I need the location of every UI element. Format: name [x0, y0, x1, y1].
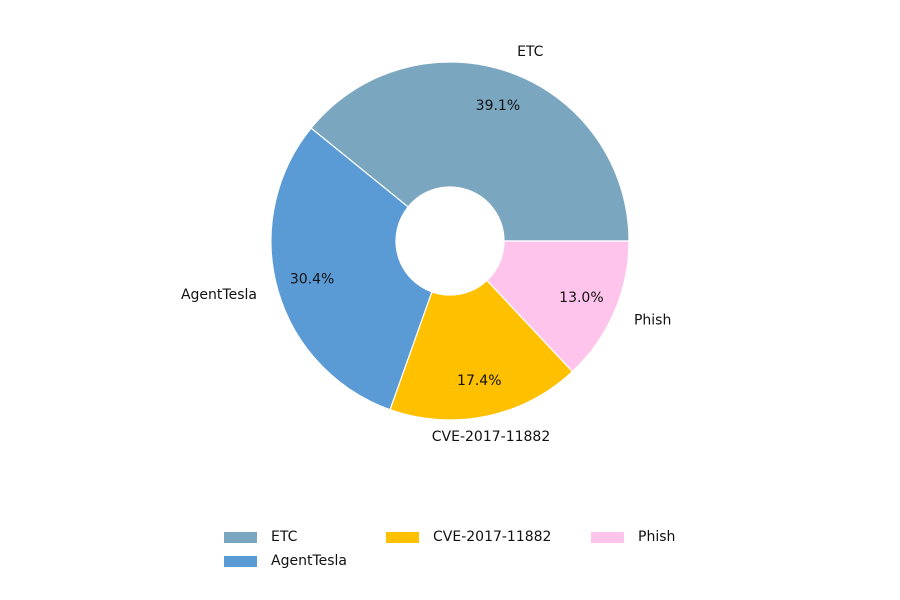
legend-item-etc: ETC [224, 526, 297, 548]
chart-legend: ETC AgentTesla CVE-2017-11882 Phish [224, 526, 724, 578]
slice-agenttesla [270, 127, 433, 411]
slice-cve-2017-11882 [389, 279, 574, 421]
slice-label-cve-2017-11882: CVE-2017-11882 [432, 429, 550, 445]
slice-phish [486, 240, 630, 373]
legend-swatch-etc [224, 531, 257, 543]
legend-label-phish: Phish [638, 529, 676, 545]
legend-label-cve-2017-11882: CVE-2017-11882 [433, 529, 552, 545]
legend-item-cve-2017-11882: CVE-2017-11882 [386, 526, 551, 548]
legend-swatch-phish [591, 531, 624, 543]
legend-label-etc: ETC [271, 529, 298, 545]
percent-label-cve-2017-11882: 17.4% [457, 373, 501, 389]
slice-label-phish: Phish [634, 313, 671, 329]
legend-label-agenttesla: AgentTesla [271, 553, 347, 569]
legend-swatch-agenttesla [224, 555, 257, 567]
legend-item-agenttesla: AgentTesla [224, 550, 347, 572]
percent-label-agenttesla: 30.4% [290, 272, 334, 288]
slice-label-agenttesla: AgentTesla [181, 287, 257, 303]
slice-label-etc: ETC [517, 44, 544, 60]
percent-label-etc: 39.1% [476, 98, 520, 114]
slice-etc [310, 61, 630, 242]
legend-swatch-cve-2017-11882 [386, 531, 419, 543]
legend-item-phish: Phish [591, 526, 675, 548]
percent-label-phish: 13.0% [559, 290, 603, 306]
